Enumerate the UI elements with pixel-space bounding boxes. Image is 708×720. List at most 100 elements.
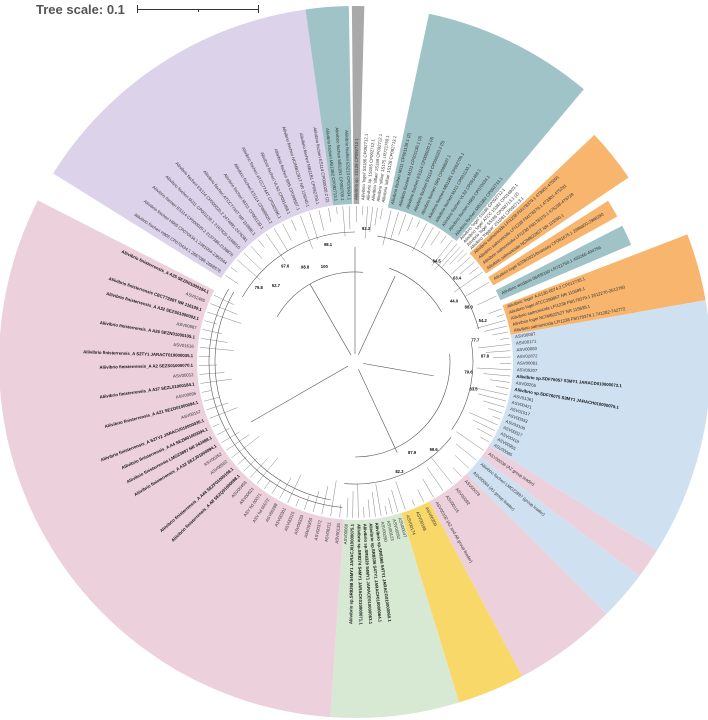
tree-branch [208, 288, 343, 508]
tree-branches [199, 206, 511, 518]
leaf-label: ASV00123 [386, 520, 395, 542]
tree-branch [388, 497, 393, 514]
tree-branch [477, 393, 507, 402]
tree-branch [344, 436, 452, 485]
tree-branch [427, 467, 444, 491]
bootstrap-value: 87.8 [481, 354, 490, 359]
bootstrap-value: 88.0 [465, 305, 474, 310]
bootstrap-value: 98.8 [301, 264, 310, 269]
tree-branch [407, 217, 414, 232]
tree-branch [476, 320, 506, 329]
tree-branch [342, 206, 346, 237]
bootstrap-value: 82.3 [395, 469, 404, 474]
tree-branch [483, 373, 511, 377]
bootstrap-value: 54.2 [479, 318, 488, 323]
tree-branch [309, 212, 318, 240]
bootstrap-value: 99.6 [430, 447, 439, 452]
tree-branch [412, 223, 427, 252]
clade-wedge-pink_thin [481, 445, 657, 577]
tree-branch [282, 223, 292, 241]
tree-scale: Tree scale: 0.1 [36, 1, 259, 17]
leaf-label: ASV00207 [517, 367, 538, 373]
tree-branch [354, 353, 451, 458]
tree-branch [209, 407, 238, 419]
bootstrap-value: 100 [321, 264, 329, 269]
tree-branch [492, 331, 509, 336]
tree-branch [380, 208, 383, 220]
tree-branch [201, 390, 211, 393]
tree-scale-bar [136, 5, 259, 13]
bootstrap-value: 44.0 [450, 299, 459, 304]
tree-branch [206, 402, 229, 411]
leaf-label: ASV02872 [517, 353, 538, 359]
tree-branch [287, 474, 302, 503]
tree-branch [416, 220, 421, 228]
tree-branch [200, 338, 228, 343]
leaf-label: ASV00290 [380, 521, 388, 543]
tree-branch [242, 231, 356, 298]
tree-branch [422, 478, 434, 498]
bootstrap-value: 83.5 [469, 387, 478, 392]
leaf-label: ASV00135 [334, 522, 341, 544]
tree-branch [271, 479, 281, 495]
tree-branch [214, 291, 331, 501]
tree-branch [250, 458, 268, 478]
clade-wedge-yellow [401, 501, 523, 703]
tree-branch [441, 246, 461, 267]
clade-wedge-green [330, 513, 460, 719]
tree-branch [250, 245, 263, 259]
leaf-label: ASV00171 [516, 338, 538, 345]
tree-branch [464, 282, 490, 297]
leaf-label: ASV00266 [515, 380, 537, 388]
bootstrap-value: 98.1 [324, 242, 333, 247]
clade-wedge-orange_big [469, 134, 629, 274]
leaf-label: ASV00095 [175, 391, 197, 400]
tree-branch [207, 311, 242, 324]
tree-branch [456, 431, 484, 451]
leaf-label: Aliivibrio sp.SR8268 S4MY1 JARACJ0100000… [348, 523, 354, 624]
tree-branch [496, 314, 504, 317]
leaf-label: ASV00157 [180, 409, 202, 420]
tree-branch [318, 210, 325, 231]
tree-branch [221, 431, 240, 443]
bootstrap-values: 52.7 97.6 98.8 79.8 100 92.3 84.5 63.4 44.0 88.0 5… [255, 226, 490, 474]
tree-branch [231, 436, 260, 458]
tree-branch [430, 456, 453, 484]
tree-branch [369, 206, 373, 232]
tree-branch [477, 428, 493, 437]
leaf-label: Aliivibrio finisterrensis_A S2TY1 JARACT… [83, 349, 194, 358]
leaf-label: ASV00333 [507, 412, 529, 424]
tree-branch [357, 483, 359, 518]
tree-branch [199, 347, 234, 351]
tree-branch [295, 498, 300, 507]
clade-wedge-pink_small [429, 473, 607, 677]
bootstrap-value: 87.9 [408, 450, 417, 455]
bootstrap-value: 97.6 [281, 263, 290, 268]
tree-branch [348, 206, 351, 230]
tree-branch [450, 256, 471, 275]
leaf-label: ASV00087 [515, 331, 537, 339]
tree-branch [417, 489, 424, 503]
leaf-label: ASV00174 [405, 514, 417, 536]
leaf-label: ASV00211 [324, 521, 332, 542]
clade-wedge-purple [53, 9, 334, 279]
tree-branch [230, 267, 238, 273]
clade-wedge-gray [351, 5, 365, 205]
tree-branch [210, 303, 238, 315]
tree-branch [336, 207, 338, 215]
leaf-label: ASV01616 [173, 342, 195, 349]
tree-branch [204, 320, 218, 325]
tree-branch [363, 506, 365, 518]
tree-branch [421, 227, 434, 249]
clade-wedge-blue_small [466, 457, 640, 614]
leaf-label: ASV00083 [516, 346, 537, 353]
clade-wedge-teal_right [387, 13, 584, 241]
bootstrap-value: 63.4 [453, 276, 462, 281]
leaf-label: ASV01361 [513, 393, 535, 402]
leaf-label: ASV00333 [293, 514, 305, 536]
tree-branch [431, 239, 453, 266]
tree-branch [411, 499, 415, 507]
leaf-label: Aliivibrio sp.SR8274 S4MY1 JARACK0100000… [356, 524, 363, 625]
tree-branch [364, 206, 368, 239]
